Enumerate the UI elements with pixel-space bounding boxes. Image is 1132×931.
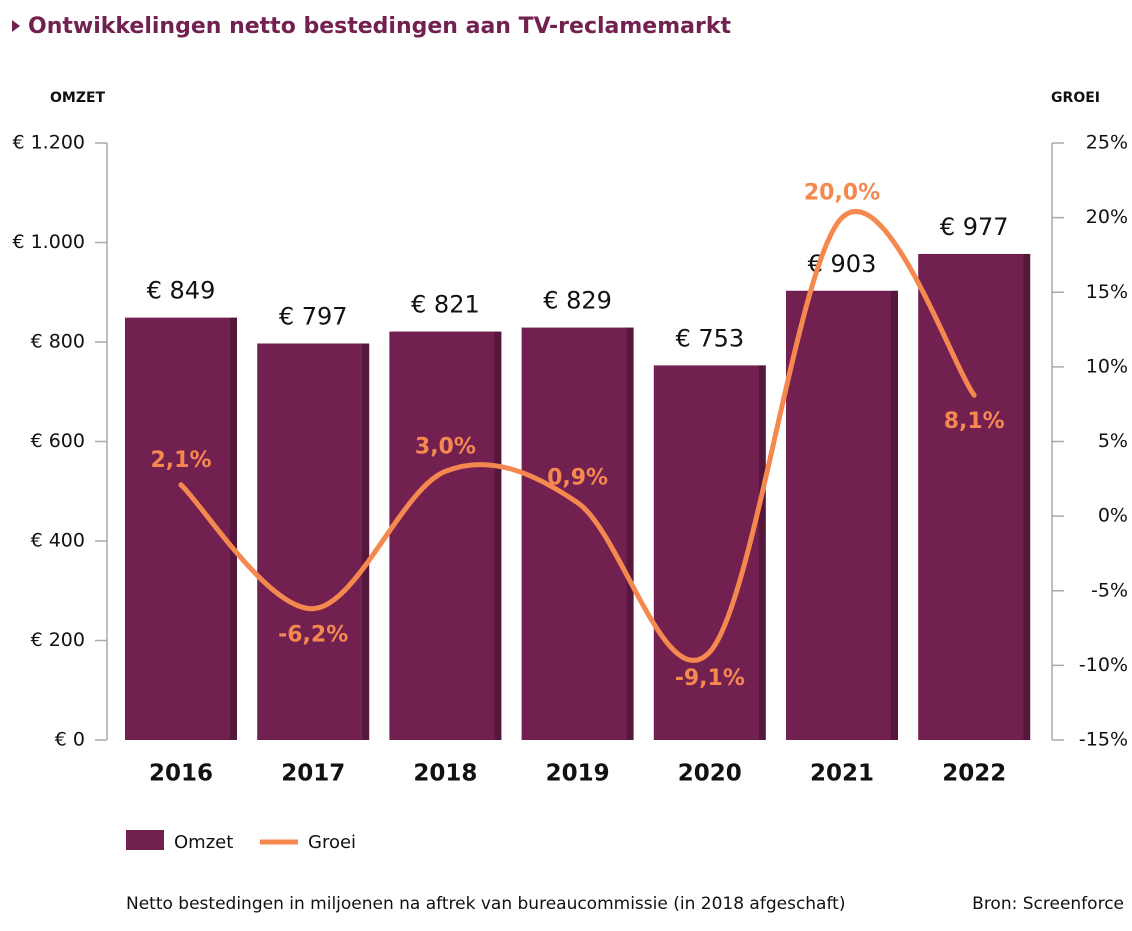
y-tick-label: € 800 xyxy=(31,331,85,353)
line-value-label: 2,1% xyxy=(150,448,211,473)
bar-edge xyxy=(362,343,370,740)
y2-tick-label: -15% xyxy=(1079,729,1128,751)
x-tick-label: 2020 xyxy=(678,761,742,787)
y2-tick-label: 0% xyxy=(1098,505,1128,527)
y2-tick-label: 25% xyxy=(1086,132,1128,154)
y2-tick-label: 20% xyxy=(1086,206,1128,228)
x-tick-label: 2016 xyxy=(149,761,213,787)
bar-edge xyxy=(626,327,634,740)
y2-axis-label: GROEI xyxy=(1051,90,1100,106)
legend-label: Groei xyxy=(308,832,356,853)
x-tick-label: 2022 xyxy=(942,761,1006,787)
bar-value-label: € 849 xyxy=(147,277,216,305)
bar-edge xyxy=(1023,253,1031,740)
bar xyxy=(389,331,502,740)
bar-edge xyxy=(891,290,898,740)
y-tick-label: € 1.200 xyxy=(12,132,85,154)
line-value-label: -9,1% xyxy=(675,666,745,691)
line-value-label: -6,2% xyxy=(278,623,348,648)
bar-value-label: € 753 xyxy=(675,324,744,352)
bar-edge xyxy=(494,331,502,740)
y2-tick-label: 15% xyxy=(1086,281,1128,303)
y2-tick-label: 10% xyxy=(1086,355,1128,377)
line-value-label: 3,0% xyxy=(415,434,476,459)
y-tick-label: € 1.000 xyxy=(12,231,85,253)
line-value-label: 0,9% xyxy=(547,466,608,491)
line-value-label: 8,1% xyxy=(944,409,1005,434)
x-tick-label: 2017 xyxy=(281,761,345,787)
bar-edge xyxy=(230,317,237,740)
x-tick-label: 2019 xyxy=(546,761,610,787)
y2-tick-label: -10% xyxy=(1079,654,1128,676)
x-tick-label: 2018 xyxy=(413,761,477,787)
y-tick-label: € 200 xyxy=(31,629,85,651)
source: Bron: Screenforce xyxy=(972,894,1124,914)
y-tick-label: € 0 xyxy=(55,729,85,751)
bar-value-label: € 829 xyxy=(543,287,612,315)
bar-value-label: € 977 xyxy=(940,213,1009,241)
chart-title: Ontwikkelingen netto bestedingen aan TV-… xyxy=(28,14,731,39)
bar-value-label: € 821 xyxy=(411,291,480,319)
bar xyxy=(786,290,898,740)
bar-value-label: € 797 xyxy=(279,302,348,330)
bar-edge xyxy=(758,365,766,740)
line xyxy=(178,208,977,663)
bar xyxy=(918,253,1031,740)
y2-tick-label: -5% xyxy=(1091,579,1128,601)
note: Netto bestedingen in miljoenen na aftrek… xyxy=(126,894,845,914)
y-tick-label: € 400 xyxy=(31,530,85,552)
y2-tick-label: 5% xyxy=(1098,430,1128,452)
legend-swatch xyxy=(126,830,164,850)
bar xyxy=(257,343,370,740)
x-tick-label: 2021 xyxy=(810,761,874,787)
y-tick-label: € 600 xyxy=(31,430,85,452)
y-axis-label: OMZET xyxy=(50,90,106,106)
line-value-label: 20,0% xyxy=(804,181,880,206)
bar xyxy=(521,327,634,740)
legend-label: Omzet xyxy=(174,832,233,853)
title-marker xyxy=(12,20,20,32)
